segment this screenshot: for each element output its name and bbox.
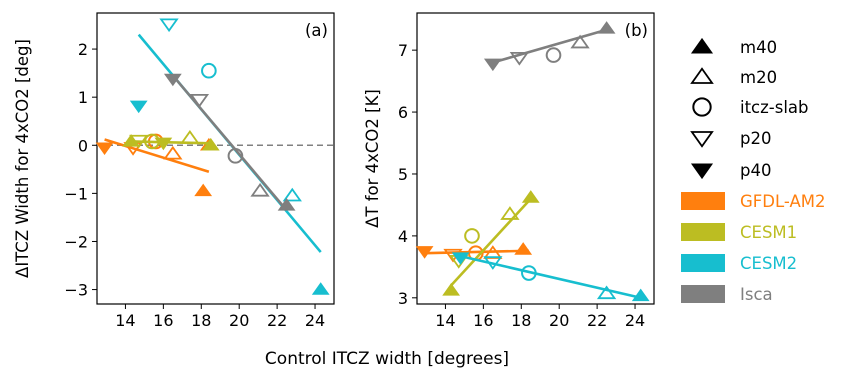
- y-axis-title: ΔITCZ Width for 4xCO2 [deg]: [13, 39, 32, 278]
- series-cesm1: [442, 190, 540, 296]
- y-tick-label: 4: [398, 227, 408, 246]
- x-tick-label: 16: [153, 311, 173, 330]
- data-point-isca: [250, 182, 270, 197]
- legend-marker-m40: [690, 37, 714, 54]
- y-tick-label: 0: [78, 136, 88, 155]
- legend-swatch-gfdl-am2: [681, 192, 725, 210]
- legend-marker-itcz-slab: [692, 97, 712, 117]
- y-tick-label: 1: [78, 88, 88, 107]
- series-cesm2: [451, 252, 650, 302]
- y-tick-label: 2: [78, 40, 88, 59]
- data-point-cesm1: [201, 137, 220, 151]
- x-axis-title: Control ITCZ width [degrees]: [265, 349, 509, 369]
- y-tick-label: 3: [398, 289, 408, 308]
- x-tick-label: 22: [587, 311, 607, 330]
- data-point-cesm2: [631, 288, 650, 302]
- legend-swatch-cesm1: [681, 223, 725, 241]
- data-point-cesm2: [282, 187, 302, 202]
- axes-frame: [96, 12, 335, 305]
- legend-swatch-isca: [681, 285, 725, 303]
- data-point-cesm2: [201, 62, 217, 79]
- x-tick-label: 20: [549, 311, 569, 330]
- panel-a: 14 16 18 20 22 24 −3 −2 −1 0 1 2 ΔITCZ Width for 4xC…: [13, 12, 335, 330]
- plot-area: [415, 21, 650, 302]
- panel-label: (b): [625, 21, 648, 40]
- fit-line-isca: [171, 74, 288, 212]
- y-tick-label: 7: [398, 41, 408, 60]
- data-point-cesm2: [483, 256, 503, 270]
- data-point-isca: [545, 47, 562, 63]
- data-point-gfdl-am2: [163, 145, 183, 160]
- data-point-isca: [227, 148, 244, 164]
- legend-marker-p20: [690, 131, 714, 148]
- series-cesm1: [122, 130, 220, 151]
- fit-line-gfdl-am2: [104, 138, 210, 173]
- data-point-cesm1: [180, 130, 200, 144]
- data-point-isca: [189, 93, 210, 108]
- legend-swatch-cesm2: [681, 254, 725, 272]
- data-point-isca: [483, 58, 502, 72]
- y-tick-label: −1: [64, 184, 88, 203]
- legend-label-cesm1: CESM1: [740, 223, 797, 242]
- panel-label: (a): [305, 21, 328, 40]
- data-point-isca: [277, 198, 296, 211]
- data-point-gfdl-am2: [415, 246, 434, 259]
- data-point-gfdl-am2: [514, 242, 533, 255]
- series-isca: [483, 21, 616, 72]
- fit-line-gfdl-am2: [424, 249, 529, 255]
- x-tick-label: 14: [435, 311, 455, 330]
- y-tick-label: −2: [64, 232, 88, 251]
- data-point-cesm2: [451, 252, 470, 265]
- fit-line-isca: [492, 28, 607, 64]
- y-tick-label: 5: [398, 165, 408, 184]
- legend-label-isca: Isca: [740, 285, 773, 304]
- series-isca: [163, 73, 296, 212]
- x-tick-label: 20: [229, 311, 249, 330]
- x-tick-label: 18: [191, 311, 211, 330]
- y-tick-label: −3: [64, 281, 88, 300]
- data-point-cesm2: [311, 282, 330, 295]
- data-point-isca: [597, 21, 616, 34]
- plot-area: [95, 18, 330, 295]
- x-tick-label: 22: [267, 311, 287, 330]
- x-tick-label: 14: [115, 311, 135, 330]
- legend-marker-p40: [690, 163, 714, 180]
- data-point-gfdl-am2: [194, 183, 213, 197]
- legend-label-cesm2: CESM2: [740, 254, 797, 273]
- legend-label-p20: p20: [740, 129, 771, 148]
- data-point-isca: [163, 73, 182, 87]
- legend-label-m40: m40: [740, 38, 777, 57]
- legend: m40 m20 itcz-slab p20 p40 GFDL-AM2 CESM1 CESM2 I…: [681, 37, 826, 304]
- panel-b: 14 16 18 20 22 24 3 4 5 6 7 ΔT for 4xCO2 [K] (b): [363, 12, 655, 330]
- data-point-cesm2: [159, 18, 179, 33]
- data-point-cesm1: [154, 137, 173, 151]
- x-tick-label: 24: [305, 311, 325, 330]
- data-point-cesm2: [129, 100, 148, 114]
- legend-label-gfdl-am2: GFDL-AM2: [740, 192, 826, 211]
- y-axis-title: ΔT for 4xCO2 [K]: [363, 89, 382, 228]
- data-point-cesm1: [500, 206, 520, 220]
- data-point-cesm2: [521, 265, 537, 281]
- legend-label-m20: m20: [740, 68, 777, 87]
- y-tick-label: 6: [398, 103, 408, 122]
- fit-line-cesm1: [450, 197, 532, 287]
- x-tick-label: 24: [625, 311, 645, 330]
- data-point-gfdl-am2: [95, 142, 114, 156]
- x-tick-label: 18: [511, 311, 531, 330]
- x-tick-label: 16: [473, 311, 493, 330]
- fit-line-cesm2: [458, 254, 642, 300]
- data-point-cesm2: [596, 285, 617, 300]
- data-point-cesm1: [521, 190, 540, 203]
- axes-frame: [416, 12, 655, 305]
- data-point-isca: [570, 34, 590, 49]
- data-point-cesm1: [442, 283, 461, 296]
- data-point-cesm1: [129, 134, 149, 149]
- legend-label-itcz-slab: itcz-slab: [740, 98, 809, 117]
- data-point-cesm1: [464, 228, 480, 244]
- legend-label-p40: p40: [740, 161, 771, 180]
- legend-marker-m20: [690, 67, 714, 84]
- data-point-isca: [509, 51, 530, 66]
